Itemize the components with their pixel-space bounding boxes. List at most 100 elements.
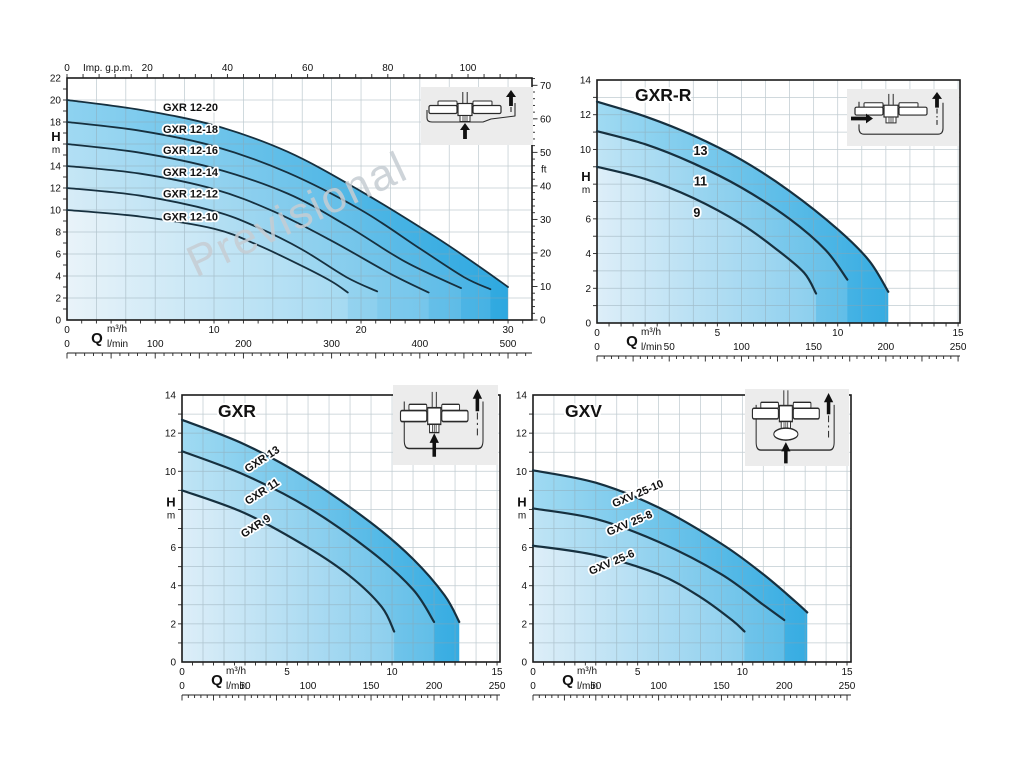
svg-text:Q: Q (211, 672, 223, 689)
svg-text:14: 14 (165, 391, 177, 402)
svg-text:0: 0 (179, 681, 185, 692)
svg-text:8: 8 (55, 228, 61, 239)
curve-9 (595, 165, 818, 295)
svg-text:2: 2 (521, 619, 527, 630)
svg-text:20: 20 (142, 63, 154, 74)
svg-text:0: 0 (530, 681, 536, 692)
svg-text:50: 50 (590, 681, 602, 692)
svg-text:10: 10 (580, 145, 592, 156)
svg-text:200: 200 (426, 681, 443, 692)
up-arrow-icon (781, 442, 791, 464)
svg-text:70: 70 (540, 81, 552, 92)
sump-pump-vertical-suction-icon (745, 389, 849, 466)
svg-text:15: 15 (953, 328, 965, 339)
svg-text:50: 50 (664, 342, 676, 353)
svg-text:12: 12 (580, 110, 592, 121)
svg-text:4: 4 (521, 581, 527, 592)
svg-text:250: 250 (489, 681, 506, 692)
svg-text:0: 0 (179, 667, 185, 678)
svg-text:6: 6 (521, 543, 527, 554)
curve-fill (182, 490, 395, 662)
svg-text:150: 150 (805, 342, 822, 353)
svg-text:5: 5 (635, 667, 641, 678)
svg-text:15: 15 (491, 667, 503, 678)
curve-GXR-12-12 (66, 187, 379, 293)
curve-fills (533, 470, 808, 662)
curve-GXR-12-20 (66, 99, 509, 288)
curve-label: GXR 12-10 (163, 212, 218, 224)
svg-text:l/min: l/min (226, 681, 247, 692)
up-arrow-icon (472, 389, 483, 412)
svg-text:20: 20 (50, 96, 62, 107)
up-arrow-icon (506, 90, 516, 106)
svg-text:10: 10 (832, 328, 844, 339)
svg-text:Imp. g.p.m.: Imp. g.p.m. (83, 63, 133, 74)
svg-text:5: 5 (715, 328, 721, 339)
svg-text:500: 500 (500, 339, 517, 350)
svg-text:200: 200 (878, 342, 895, 353)
svg-text:250: 250 (839, 681, 856, 692)
surface-pump-installation-icon (421, 87, 533, 145)
curve-GXR-11 (180, 450, 436, 624)
svg-text:30: 30 (502, 325, 514, 336)
chart-title: GXV (565, 401, 602, 421)
curves (180, 418, 461, 633)
curves (531, 469, 809, 633)
svg-text:400: 400 (411, 339, 428, 350)
svg-text:20: 20 (540, 248, 552, 259)
svg-text:12: 12 (50, 184, 62, 195)
curve-label: GXR 12-12 (163, 189, 218, 201)
svg-text:m: m (518, 510, 526, 521)
sump-pump-bottom-inlet-icon (393, 385, 498, 465)
svg-text:0: 0 (530, 667, 536, 678)
curves (595, 100, 890, 295)
svg-text:0: 0 (170, 658, 176, 669)
svg-text:2: 2 (55, 294, 61, 305)
svg-text:10: 10 (50, 206, 62, 217)
svg-text:50: 50 (239, 681, 251, 692)
svg-text:m: m (582, 185, 590, 196)
curve-label: 11 (694, 175, 707, 189)
svg-text:0: 0 (64, 325, 70, 336)
svg-text:50: 50 (540, 148, 552, 159)
svg-text:80: 80 (382, 63, 394, 74)
svg-text:6: 6 (170, 543, 176, 554)
svg-text:0: 0 (521, 658, 527, 669)
svg-text:0: 0 (55, 316, 61, 327)
sump-pump-side-inlet-icon (847, 89, 959, 146)
curve-label: 13 (694, 144, 708, 158)
curve-label: GXR 12-18 (163, 124, 218, 136)
svg-text:300: 300 (323, 339, 340, 350)
svg-text:2: 2 (585, 284, 591, 295)
svg-text:0: 0 (64, 63, 70, 74)
curve-fill (67, 210, 348, 320)
svg-text:m³/h: m³/h (107, 324, 127, 335)
svg-text:12: 12 (165, 429, 177, 440)
svg-text:l/min: l/min (107, 339, 128, 350)
right-arrow-icon (851, 113, 873, 124)
svg-text:ft: ft (541, 165, 547, 176)
curve-GXV-25-8 (531, 507, 786, 622)
svg-text:100: 100 (650, 681, 667, 692)
svg-text:6: 6 (55, 250, 61, 261)
curve-11 (595, 130, 849, 281)
svg-text:250: 250 (950, 342, 967, 353)
chart-title: GXR-R (635, 85, 692, 105)
svg-text:H: H (517, 494, 526, 509)
svg-text:H: H (51, 129, 60, 144)
svg-text:60: 60 (540, 114, 552, 125)
svg-text:10: 10 (737, 667, 749, 678)
svg-text:150: 150 (713, 681, 730, 692)
curve-GXR-12-14 (66, 165, 430, 294)
svg-text:0: 0 (585, 319, 591, 330)
curve-GXV-25-6 (531, 544, 746, 633)
